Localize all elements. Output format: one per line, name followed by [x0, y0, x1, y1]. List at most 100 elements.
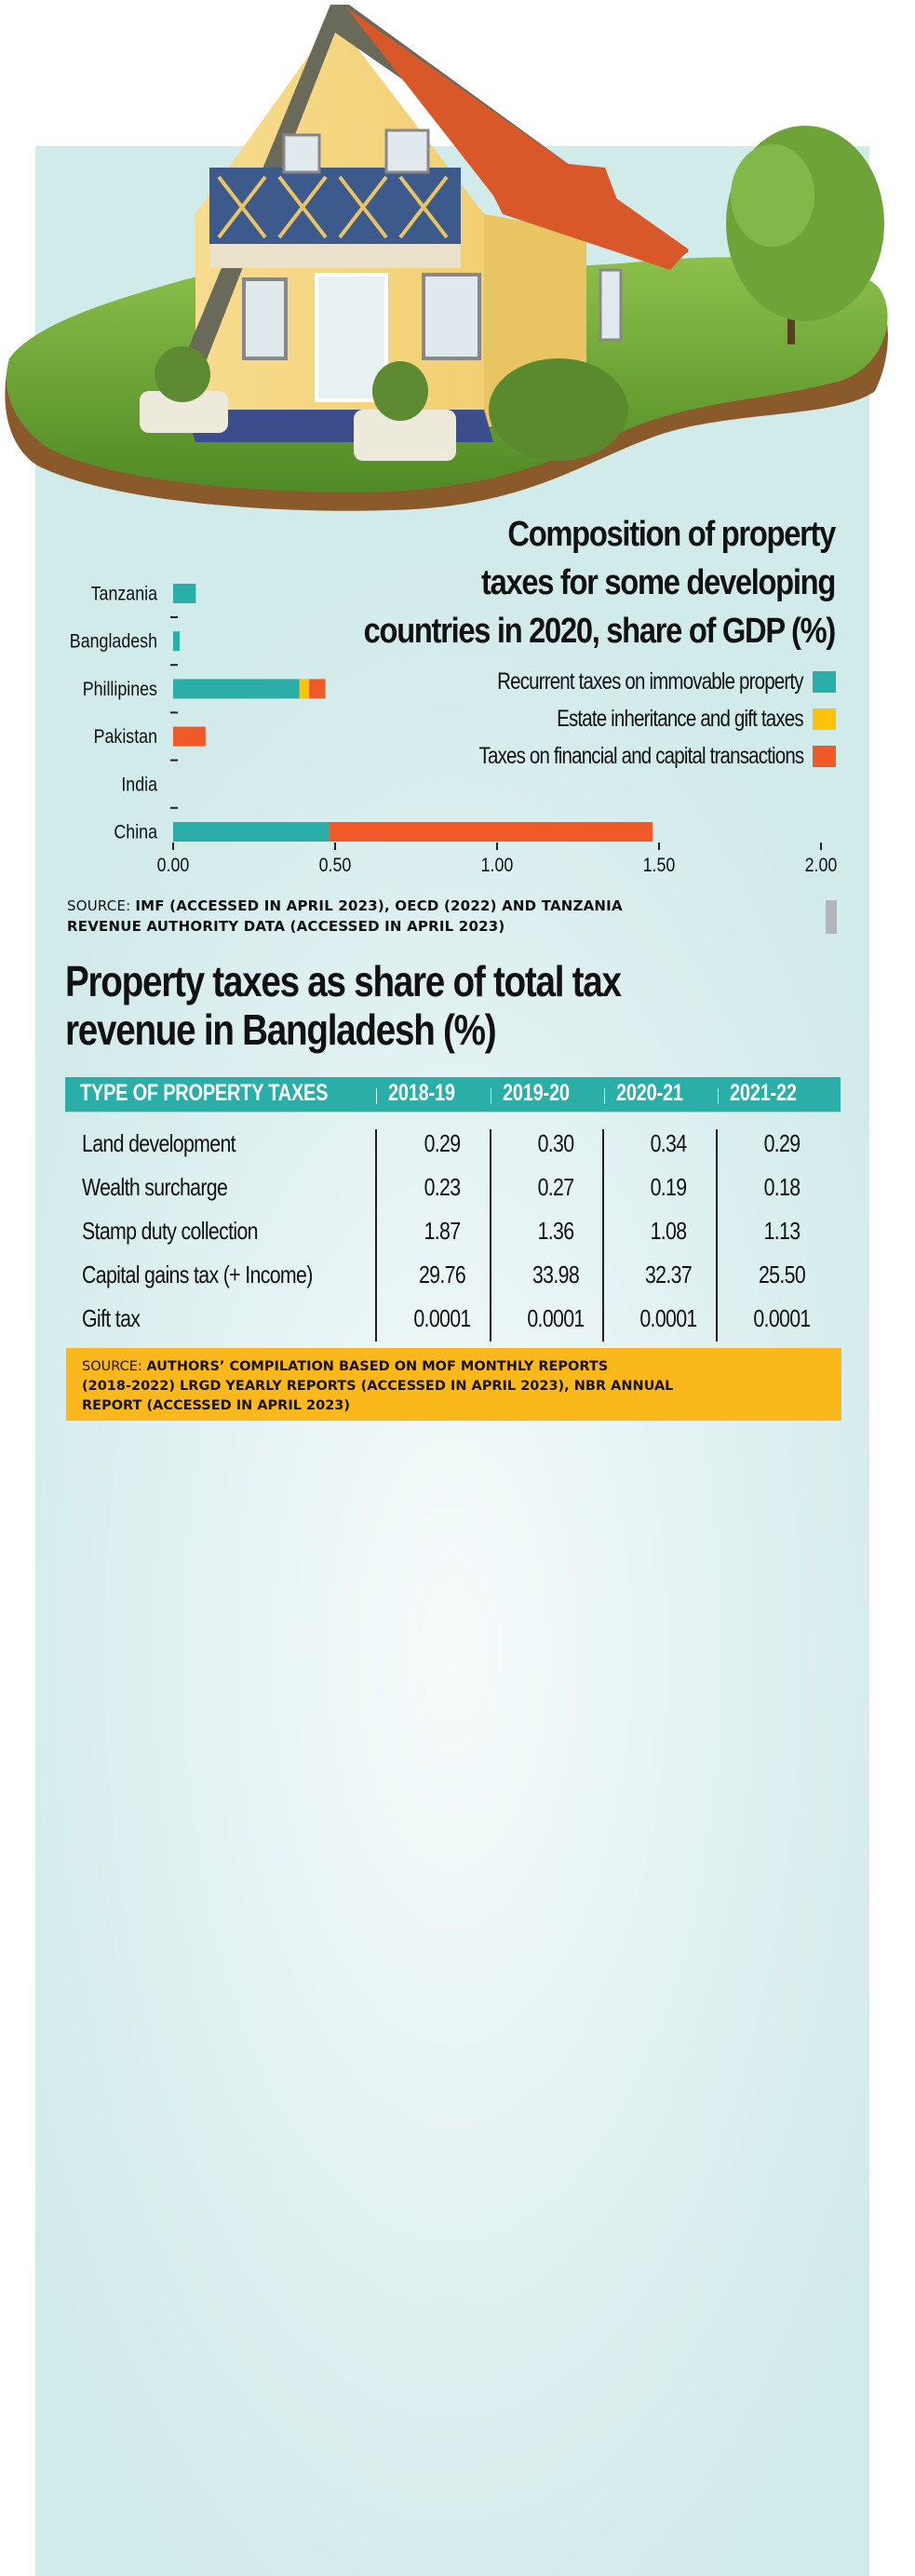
dormer-roof — [493, 163, 633, 242]
legend-item-estate: Estate inheritance and gift taxes — [408, 700, 836, 737]
column-divider — [602, 1129, 604, 1342]
bar-segment — [173, 584, 196, 603]
source-text: REPORT (ACCESSED IN APRIL 2023) — [82, 1398, 350, 1413]
bar-segment — [173, 679, 300, 699]
cell-value: 0.29 — [424, 1129, 462, 1157]
chart-title-line: taxes for some developing — [480, 563, 836, 602]
x-tick-label: 0.00 — [157, 855, 190, 875]
x-tick-label: 1.00 — [481, 855, 514, 875]
chart-source: SOURCE: IMF (ACCESSED IN APRIL 2023), OE… — [67, 896, 623, 937]
column-header-year: 2020-21 — [616, 1080, 683, 1106]
cell-value: 0.0001 — [753, 1304, 811, 1332]
table-row: Gift tax 0.0001 0.0001 0.0001 0.0001 — [65, 1298, 841, 1342]
chart-title: Composition of property taxes for some d… — [339, 510, 837, 655]
source-text: AUTHORS’ COMPILATION BASED ON MOF MONTHL… — [146, 1359, 609, 1374]
row-label: Gift tax — [82, 1304, 141, 1332]
row-label: Stamp duty collection — [82, 1217, 259, 1245]
header-separator — [718, 1088, 719, 1104]
window — [599, 268, 623, 342]
shrub — [489, 358, 628, 461]
bar-segment — [173, 822, 330, 842]
column-divider — [490, 1129, 491, 1342]
bar-segment — [173, 726, 206, 747]
planter — [354, 410, 456, 461]
legend-label: Taxes on financial and capital transacti… — [478, 742, 804, 769]
chart-legend: Recurrent taxes on immovable property Es… — [408, 663, 836, 775]
legend-swatch-orange — [813, 745, 836, 767]
column-header-year: 2018-19 — [388, 1080, 455, 1106]
source-prefix: SOURCE: — [67, 897, 136, 914]
table-title: Property taxes as share of total tax rev… — [65, 957, 622, 1054]
door — [315, 273, 388, 402]
category-label: India — [121, 774, 157, 796]
cell-value: 0.0001 — [413, 1304, 471, 1332]
x-tick-label: 1.50 — [643, 855, 676, 875]
house-illustration — [5, 5, 888, 511]
cell-value: 33.98 — [532, 1261, 580, 1288]
header-separator — [376, 1088, 377, 1104]
chart-title-line: countries in 2020, share of GDP (%) — [363, 612, 837, 651]
cell-value: 0.23 — [424, 1173, 462, 1201]
cell-value: 32.37 — [644, 1261, 693, 1288]
cell-value: 0.30 — [537, 1129, 575, 1157]
cell-value: 29.76 — [418, 1261, 466, 1288]
window — [384, 128, 430, 174]
source-text: REVENUE AUTHORITY DATA (ACCESSED IN APRI… — [67, 918, 505, 935]
table-row: Stamp duty collection 1.87 1.36 1.08 1.1… — [65, 1210, 841, 1254]
legend-item-recurrent: Recurrent taxes on immovable property — [408, 663, 836, 700]
table-title-line: Property taxes as share of total tax — [65, 957, 622, 1005]
legend-item-financial: Taxes on financial and capital transacti… — [408, 737, 836, 775]
x-tick-label: 2.00 — [805, 855, 838, 875]
legend-label: Estate inheritance and gift taxes — [557, 705, 804, 732]
legend-label: Recurrent taxes on immovable property — [497, 668, 803, 695]
table-row: Wealth surcharge 0.23 0.27 0.19 0.18 — [65, 1167, 841, 1210]
source-text: (2018-2022) LRGD YEARLY REPORTS (ACCESSE… — [82, 1379, 674, 1394]
window — [422, 273, 481, 360]
chart-title-line: Composition of property — [507, 515, 836, 554]
legend-swatch-yellow — [813, 708, 836, 730]
flower-bush — [372, 361, 428, 421]
column-divider — [375, 1129, 377, 1342]
cell-value: 0.0001 — [639, 1304, 697, 1332]
cell-value: 25.50 — [758, 1261, 806, 1288]
category-label: Tanzania — [91, 583, 158, 605]
table-row: Capital gains tax (+ Income) 29.76 33.98… — [65, 1254, 841, 1298]
bar-segment — [329, 822, 653, 842]
cell-value: 1.13 — [763, 1217, 801, 1245]
row-label: Wealth surcharge — [82, 1173, 228, 1201]
flower-bush — [155, 346, 210, 402]
cell-value: 0.27 — [537, 1173, 575, 1201]
cell-value: 1.36 — [537, 1217, 575, 1245]
cell-value: 0.29 — [763, 1129, 801, 1157]
legend-swatch-teal — [813, 670, 836, 693]
table-row: Land development 0.29 0.30 0.34 0.29 — [65, 1123, 841, 1167]
row-label: Land development — [82, 1129, 236, 1157]
bar-segment — [173, 631, 180, 652]
category-label: Bangladesh — [70, 630, 157, 653]
bar-segment — [309, 679, 326, 699]
table-header: TYPE OF PROPERTY TAXES 2018-19 2019-20 2… — [65, 1077, 841, 1112]
category-label: China — [114, 821, 157, 843]
column-divider — [716, 1129, 718, 1342]
cell-value: 1.87 — [424, 1217, 462, 1245]
window — [282, 133, 321, 174]
bar-segment — [299, 679, 310, 699]
scroll-marker — [826, 900, 837, 934]
x-tick-label: 0.50 — [319, 855, 352, 875]
window — [242, 277, 288, 360]
stacked-bar-chart: Tanzania Bangladesh Phillipines Pakistan Ind… — [70, 583, 838, 875]
cell-value: 0.18 — [763, 1173, 801, 1201]
table-source-box: SOURCE: AUTHORS’ COMPILATION BASED ON MO… — [66, 1348, 841, 1421]
source-text: IMF (ACCESSED IN APRIL 2023), OECD (2022… — [135, 897, 623, 914]
planter — [140, 391, 228, 433]
table-body: Land development 0.29 0.30 0.34 0.29 Wea… — [65, 1123, 841, 1342]
column-header-type: TYPE OF PROPERTY TAXES — [80, 1080, 329, 1106]
source-prefix: SOURCE: — [82, 1359, 147, 1374]
balcony — [209, 168, 461, 247]
cell-value: 0.34 — [650, 1129, 688, 1157]
cell-value: 0.0001 — [527, 1304, 585, 1332]
cell-value: 0.19 — [650, 1173, 688, 1201]
category-label: Pakistan — [94, 726, 157, 749]
row-label: Capital gains tax (+ Income) — [82, 1261, 313, 1288]
header-separator — [604, 1088, 605, 1104]
